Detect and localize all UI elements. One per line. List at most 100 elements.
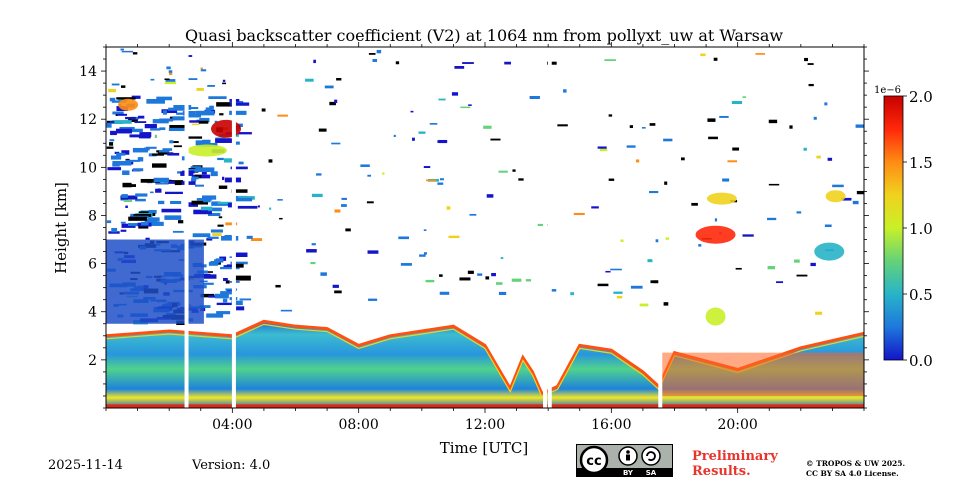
early-cloud-pixel	[128, 216, 148, 221]
noise-pixel	[134, 121, 147, 124]
noise-pixel	[604, 59, 616, 62]
noise-pixel	[827, 157, 833, 161]
early-cloud-pixel	[161, 109, 178, 114]
early-cloud-pixel	[135, 193, 148, 197]
noise-pixel	[204, 271, 213, 273]
noise-pixel	[824, 224, 832, 228]
noise-pixel	[807, 63, 814, 65]
early-cloud-pixel	[222, 298, 228, 303]
early-cloud-pixel	[199, 305, 211, 308]
surface-strip	[106, 404, 864, 408]
noise-pixel	[448, 235, 460, 239]
noise-pixel	[277, 199, 283, 201]
noise-pixel	[446, 206, 451, 210]
early-cloud-pixel	[217, 201, 236, 205]
noise-pixel	[164, 81, 177, 85]
early-cloud-pixel	[205, 107, 212, 112]
early-cloud-pixel	[151, 163, 167, 168]
noise-pixel	[120, 85, 126, 88]
early-cloud-pixel	[125, 159, 140, 162]
noise-pixel	[727, 160, 738, 163]
early-cloud-pixel	[159, 127, 166, 131]
early-cloud-pixel	[167, 152, 180, 156]
sa-label: SA	[646, 469, 657, 476]
noise-pixel	[852, 200, 859, 205]
noise-pixel	[222, 79, 226, 82]
early-cloud-pixel	[195, 110, 215, 116]
early-cloud-pixel	[195, 140, 207, 146]
early-cloud-pixel	[191, 200, 208, 205]
early-cloud-pixel	[162, 148, 173, 151]
upper-noise-layer	[106, 48, 864, 326]
noise-pixel	[200, 67, 203, 70]
early-cloud-pixel	[125, 116, 136, 120]
noise-pixel	[329, 101, 336, 106]
noise-pixel	[439, 274, 443, 277]
noise-pixel	[454, 66, 465, 69]
plot-area	[106, 47, 864, 408]
noise-pixel	[511, 278, 522, 282]
noise-pixel	[277, 114, 288, 117]
noise-pixel	[438, 139, 448, 144]
noise-pixel	[398, 236, 410, 240]
early-cloud-pixel	[110, 120, 115, 124]
early-cloud-pixel	[207, 213, 221, 217]
early-cloud-pixel	[111, 227, 118, 233]
early-cloud-pixel	[131, 95, 141, 99]
noise-pixel	[599, 148, 608, 152]
early-cloud-pixel	[168, 107, 188, 111]
preliminary-line-2: Results.	[692, 464, 751, 479]
noise-pixel	[804, 57, 809, 62]
noise-pixel	[613, 291, 623, 294]
early-cloud-pixel	[129, 134, 145, 138]
noise-pixel	[150, 191, 154, 194]
x-tick-label: 16:00	[591, 417, 631, 433]
early-cloud-pixel	[209, 105, 214, 110]
noise-pixel	[229, 256, 233, 258]
data-gap	[184, 47, 189, 408]
early-cloud-pixel	[146, 98, 165, 104]
early-cloud-pixel	[138, 115, 145, 119]
early-cloud-pixel	[236, 306, 245, 311]
footer-version: Version: 4.0	[192, 458, 271, 473]
noise-pixel	[810, 262, 816, 267]
noise-pixel	[341, 197, 347, 200]
early-cloud-pixel	[165, 191, 183, 195]
early-cloud-pixel	[109, 139, 115, 142]
noise-pixel	[597, 283, 609, 287]
early-cloud-pixel	[201, 171, 207, 175]
noise-pixel	[257, 205, 260, 208]
early-cloud-pixel	[122, 182, 132, 188]
noise-pixel	[188, 55, 193, 57]
noise-pixel	[418, 131, 426, 134]
early-cloud-pixel	[110, 130, 117, 136]
noise-pixel	[280, 309, 293, 312]
early-cloud-pixel	[109, 142, 114, 146]
early-cloud-pixel	[182, 111, 196, 116]
y-tick-label: 2	[88, 353, 97, 369]
early-cloud-pixel	[106, 122, 112, 128]
noise-pixel	[165, 79, 176, 82]
noise-pixel	[700, 53, 706, 57]
early-cloud-pixel	[111, 120, 132, 124]
noise-pixel	[451, 92, 459, 96]
sa-sharealike-icon	[641, 446, 661, 466]
early-cloud-pixel	[155, 188, 162, 193]
early-cloud-pixel	[206, 238, 213, 241]
noise-pixel	[485, 276, 490, 280]
noise-pixel	[311, 193, 323, 198]
early-cloud-pixel	[109, 97, 116, 102]
noise-pixel	[116, 113, 128, 116]
y-tick-label: 6	[88, 257, 97, 273]
noise-pixel	[419, 254, 426, 257]
noise-pixel	[610, 268, 622, 271]
noise-pixel	[664, 181, 668, 185]
noise-pixel	[138, 225, 149, 229]
noise-pixel	[803, 147, 807, 151]
noise-pixel	[173, 145, 182, 148]
noise-pixel	[225, 222, 238, 226]
early-cloud-pixel	[208, 261, 218, 266]
noise-pixel	[310, 261, 316, 265]
noise-pixel	[269, 207, 272, 210]
